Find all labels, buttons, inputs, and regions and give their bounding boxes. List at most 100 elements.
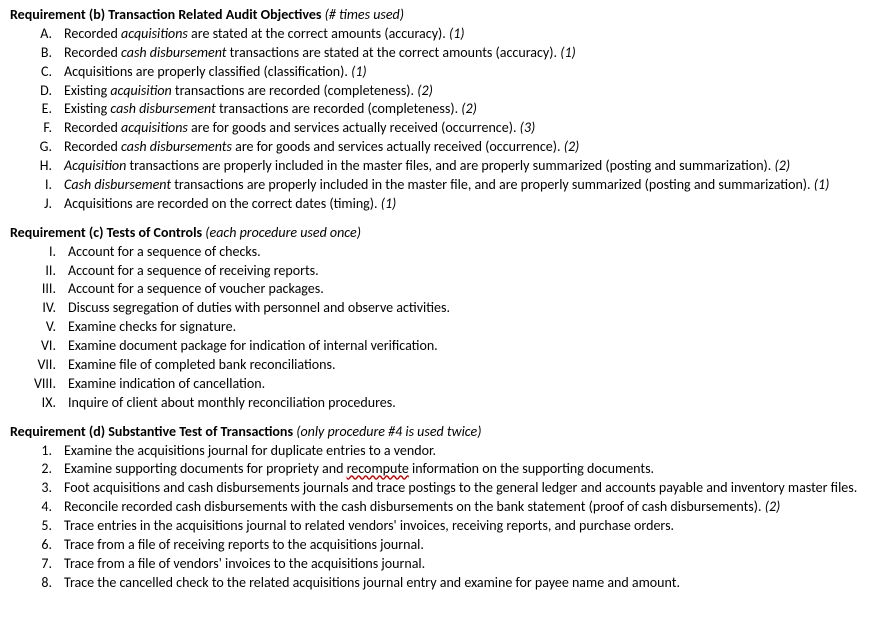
usage-count: (2) [775,157,791,174]
text-run: transactions are recorded (completeness)… [216,100,462,117]
text-run: Acquisitions are recorded on the correct… [64,195,381,212]
list-item-marker: I. [10,243,68,262]
italic-term: acquisition [110,82,171,99]
italic-term: cash disbursements [121,138,232,155]
list-item: 5.Trace entries in the acquisitions jour… [10,517,882,536]
list-item-marker: F. [10,119,64,138]
list-item-marker: 4. [10,498,64,517]
list-item: IV.Discuss segregation of duties with pe… [10,299,882,318]
list-item: I.Account for a sequence of checks. [10,243,882,262]
list-item-content: Examine the acquisitions journal for dup… [64,442,882,461]
list-item-marker: C. [10,63,64,82]
list-item-marker: D. [10,82,64,101]
italic-term: acquisitions [121,119,188,136]
text-run: Account for a sequence of checks. [68,243,261,260]
list-item: F.Recorded acquisitions are for goods an… [10,119,882,138]
section-title-text: Requirement (c) Tests of Controls [10,224,202,241]
list-item-content: Examine indication of cancellation. [68,375,882,394]
list-item-content: Acquisitions are recorded on the correct… [64,195,882,214]
list-item-content: Trace from a file of vendors' invoices t… [64,555,882,574]
list-item-content: Account for a sequence of voucher packag… [68,280,882,299]
text-run: are for goods and services actually rece… [188,119,520,136]
document-page: Requirement (b) Transaction Related Audi… [0,0,892,609]
list-item: IX.Inquire of client about monthly recon… [10,394,882,413]
text-run: Examine file of completed bank reconcili… [68,356,336,373]
list-item-marker: B. [10,44,64,63]
list-item-marker: II. [10,262,68,281]
list-item: C.Acquisitions are properly classified (… [10,63,882,82]
list-item-content: Cash disbursement transactions are prope… [64,176,882,195]
usage-count: (1) [381,195,397,212]
list-item-content: Existing acquisition transactions are re… [64,82,882,101]
list-item-content: Acquisitions are properly classified (cl… [64,63,882,82]
text-run: are for goods and services actually rece… [232,138,564,155]
list-item-marker: 3. [10,479,64,498]
usage-count: (3) [520,119,536,136]
italic-term: acquisitions [121,25,188,42]
text-run: Recorded [64,25,121,42]
list-item: VII.Examine file of completed bank recon… [10,356,882,375]
list-item-marker: I. [10,176,64,195]
list-item-marker: VII. [10,356,68,375]
text-run: Recorded [64,44,121,61]
italic-term: Cash disbursement [64,176,171,193]
section-title: Requirement (b) Transaction Related Audi… [10,6,882,25]
list-item-content: Trace entries in the acquisitions journa… [64,517,882,536]
list-item-content: Recorded cash disbursements are for good… [64,138,882,157]
section-title: Requirement (d) Substantive Test of Tran… [10,423,882,442]
list-item: I.Cash disbursement transactions are pro… [10,176,882,195]
list-item-marker: 2. [10,460,64,479]
list-item-content: Trace the cancelled check to the related… [64,574,882,593]
section-title-note: (# times used) [325,6,404,23]
list-item: II.Account for a sequence of receiving r… [10,262,882,281]
text-run: Trace entries in the acquisitions journa… [64,517,674,534]
list-item-marker: 7. [10,555,64,574]
text-run: transactions are recorded (completeness)… [172,82,418,99]
list-item: 2.Examine supporting documents for propr… [10,460,882,479]
list-item: J.Acquisitions are recorded on the corre… [10,195,882,214]
text-run: Discuss segregation of duties with perso… [68,299,450,316]
list-item-content: Discuss segregation of duties with perso… [68,299,882,318]
list-item: H.Acquisition transactions are properly … [10,157,882,176]
list-item: 1.Examine the acquisitions journal for d… [10,442,882,461]
text-run: are stated at the correct amounts (accur… [188,25,449,42]
list-item-content: Inquire of client about monthly reconcil… [68,394,882,413]
text-run: Account for a sequence of receiving repo… [68,262,319,279]
section-title-text: Requirement (b) Transaction Related Audi… [10,6,321,23]
text-run: Examine the acquisitions journal for dup… [64,442,436,459]
text-run: Existing [64,82,110,99]
text-run: Inquire of client about monthly reconcil… [68,394,396,411]
text-run: Examine indication of cancellation. [68,375,265,392]
list-item-marker: III. [10,280,68,299]
usage-count: (1) [560,44,576,61]
text-run: Reconcile recorded cash disbursements wi… [64,498,765,515]
list-item: 4.Reconcile recorded cash disbursements … [10,498,882,517]
usage-count: (1) [351,63,367,80]
list-item-content: Recorded acquisitions are stated at the … [64,25,882,44]
list-item-content: Reconcile recorded cash disbursements wi… [64,498,882,517]
list-item-marker: H. [10,157,64,176]
text-run: Recorded [64,119,121,136]
section-list: I.Account for a sequence of checks.II.Ac… [10,243,882,413]
list-item: III.Account for a sequence of voucher pa… [10,280,882,299]
list-item-content: Examine supporting documents for proprie… [64,460,882,479]
text-run: Trace from a file of vendors' invoices t… [64,555,425,572]
list-item-content: Account for a sequence of checks. [68,243,882,262]
list-item-marker: 6. [10,536,64,555]
list-item-marker: J. [10,195,64,214]
text-run: Existing [64,100,110,117]
list-item-marker: V. [10,318,68,337]
text-run: Examine supporting documents for proprie… [64,460,347,477]
text-run: Examine document package for indication … [68,337,438,354]
list-item-marker: A. [10,25,64,44]
list-item-content: Existing cash disbursement transactions … [64,100,882,119]
text-run: Recorded [64,138,121,155]
list-item-content: Recorded acquisitions are for goods and … [64,119,882,138]
text-run: transactions are properly included in th… [126,157,774,174]
list-item-marker: IV. [10,299,68,318]
list-item-content: Examine document package for indication … [68,337,882,356]
usage-count: (2) [765,498,781,515]
text-run: information on the supporting documents. [409,460,654,477]
section-title-note: (only procedure #4 is used twice) [296,423,481,440]
usage-count: (2) [417,82,433,99]
